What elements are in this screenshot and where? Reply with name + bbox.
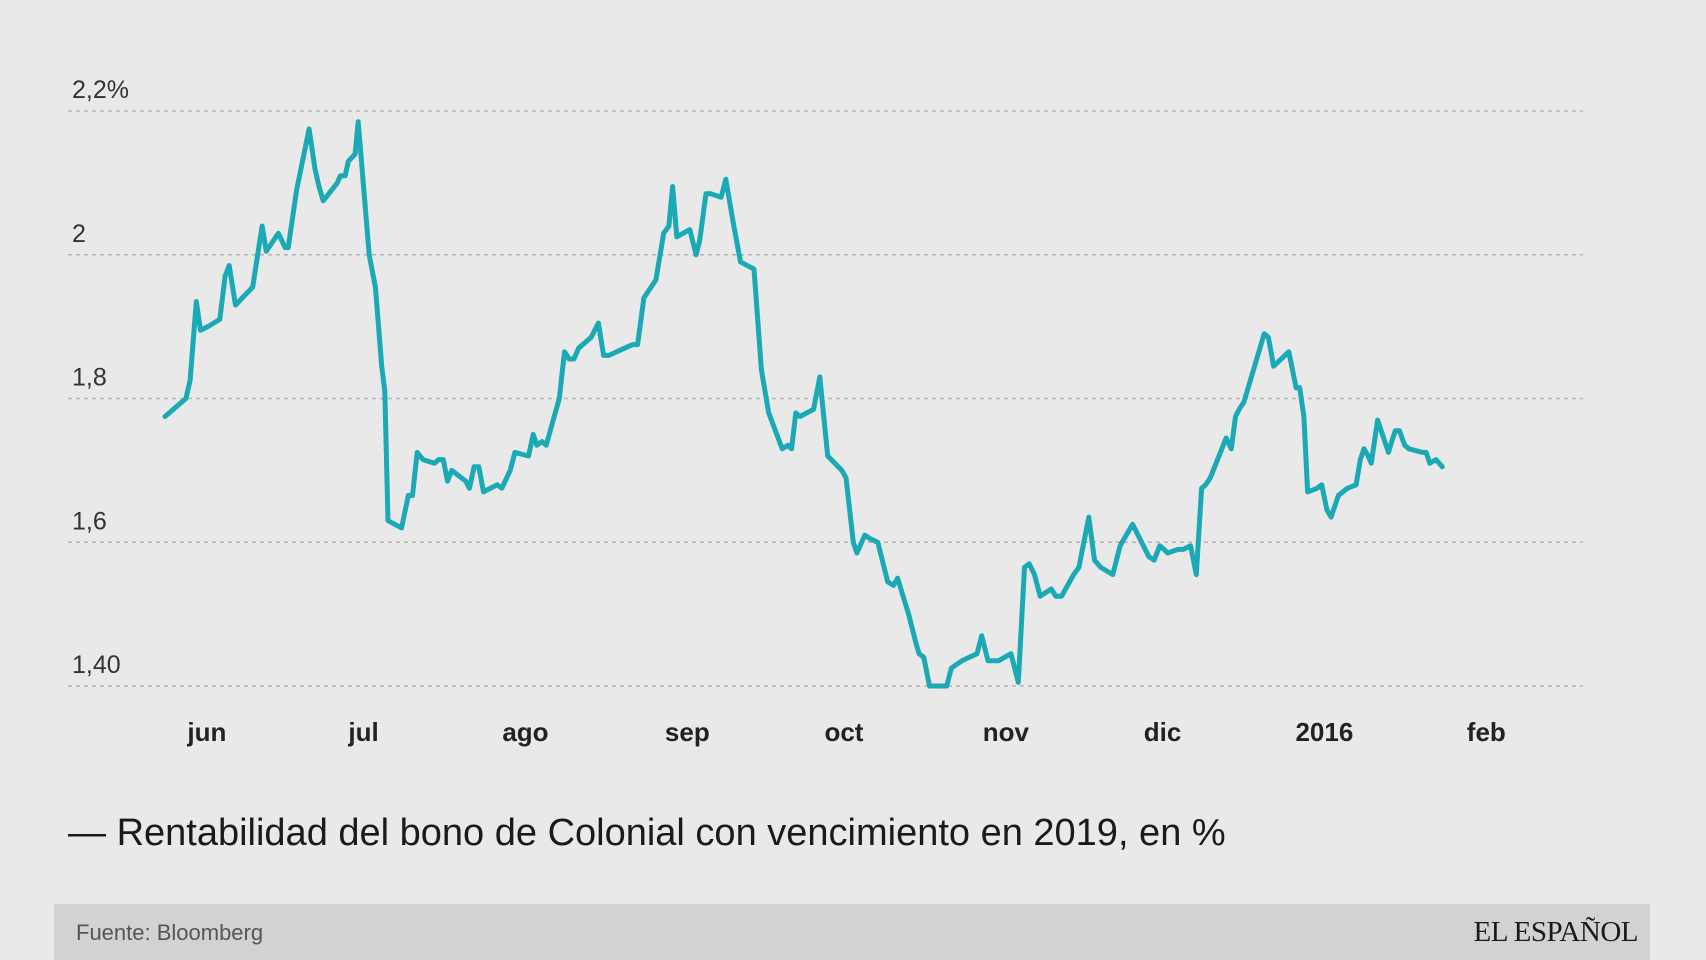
y-tick-label: 1,40 (72, 651, 121, 679)
x-axis-ticks: jun jul ago sep oct nov dic 2016 feb (186, 717, 1505, 747)
line-chart: 2,2% 2 1,8 1,6 1,40 jun jul ago sep oct nov dic 201… (68, 76, 1583, 747)
x-tick-label: sep (665, 717, 710, 747)
brand-logo: EL ESPAÑOL (1473, 916, 1639, 948)
x-tick-label: 2016 (1295, 717, 1353, 747)
x-tick-label: nov (983, 717, 1030, 747)
y-tick-label: 1,8 (72, 364, 107, 392)
x-tick-label: dic (1144, 717, 1182, 747)
x-tick-label: feb (1467, 717, 1506, 747)
x-tick-label: ago (502, 717, 548, 747)
series-line (162, 119, 1445, 689)
footer-bar: Fuente: Bloomberg EL ESPAÑOL (54, 904, 1650, 960)
y-tick-label: 2 (72, 220, 86, 248)
y-tick-label: 1,6 (72, 507, 107, 535)
x-tick-label: jun (186, 717, 226, 747)
x-tick-label: jul (347, 717, 378, 747)
chart-title: Rentabilidad del bono de Colonial con ve… (116, 812, 1226, 854)
legend-line-marker: — (68, 812, 106, 854)
x-tick-label: oct (824, 717, 863, 747)
chart-legend: — Rentabilidad del bono de Colonial con … (68, 812, 1226, 855)
source-credit: Fuente: Bloomberg (76, 920, 264, 945)
y-axis-ticks: 2,2% 2 1,8 1,6 1,40 (72, 76, 129, 679)
y-tick-label: 2,2% (72, 76, 129, 104)
series-layer (162, 119, 1445, 689)
